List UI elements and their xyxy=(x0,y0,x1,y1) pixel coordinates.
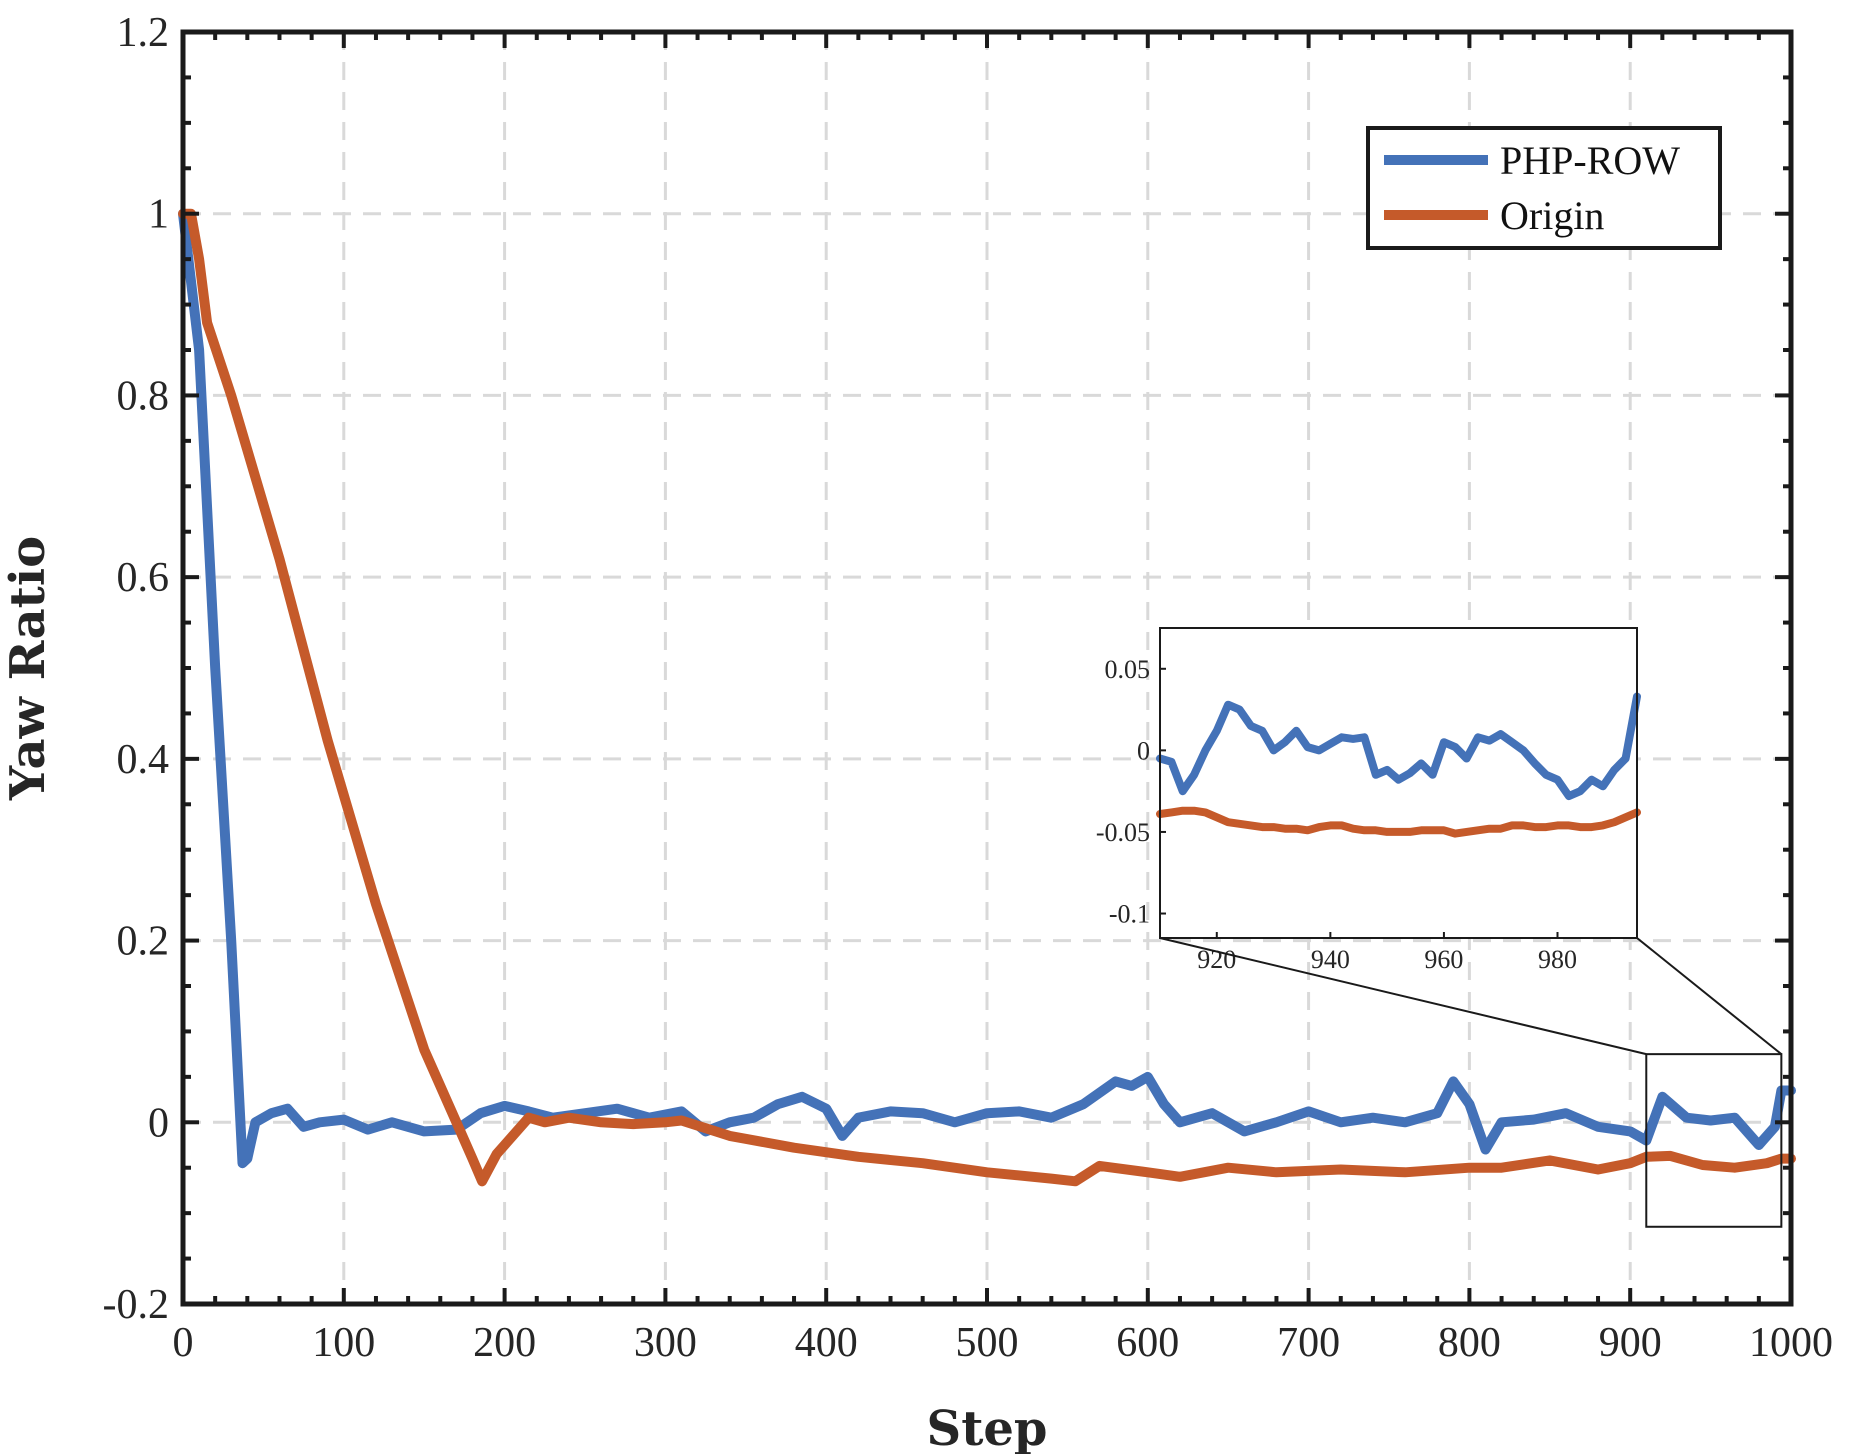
legend-label-php-row: PHP-ROW xyxy=(1500,138,1680,183)
inset-x-tick-label: 980 xyxy=(1538,945,1577,974)
y-tick-label: -0.2 xyxy=(103,1282,170,1328)
inset-tick-marks xyxy=(1160,667,1559,938)
zoom-box-rect xyxy=(1645,1053,1783,1228)
x-tick-label: 600 xyxy=(1116,1320,1179,1366)
x-tick-label: 300 xyxy=(634,1320,697,1366)
y-tick-label: 0.6 xyxy=(117,555,170,601)
x-tick-label: 700 xyxy=(1277,1320,1340,1366)
x-tick-label: 0 xyxy=(173,1320,194,1366)
zoom-connector-lines xyxy=(1159,937,1782,1056)
x-tick-labels: 0 100 200 300 400 500 600 700 800 900 1000 xyxy=(173,1320,1834,1366)
main-tick-marks xyxy=(181,30,1793,1306)
y-tick-labels: -0.2 0 0.2 0.4 0.6 0.8 1 1.2 xyxy=(103,10,170,1328)
zoom-region-box xyxy=(1645,1053,1783,1228)
inset-y-tick-label: 0.05 xyxy=(1105,655,1151,684)
x-tick-label: 200 xyxy=(473,1320,536,1366)
zoom-connector-right xyxy=(1636,937,1782,1055)
inset-x-tick-label: 920 xyxy=(1197,945,1236,974)
x-tick-label: 100 xyxy=(312,1320,375,1366)
x-tick-label: 500 xyxy=(956,1320,1019,1366)
inset-series-line-origin xyxy=(1156,806,1641,838)
y-tick-label: 0 xyxy=(148,1100,169,1146)
inset-series-line-php-row xyxy=(1156,692,1641,801)
inset-y-tick-label: 0 xyxy=(1137,736,1150,765)
x-tick-label: 900 xyxy=(1599,1320,1662,1366)
inset-x-tick-labels: 920 940 960 980 xyxy=(1197,945,1577,974)
inset-plot: 920 940 960 980 0.05 0 -0.05 -0.1 xyxy=(1096,627,1641,974)
legend-box xyxy=(1366,126,1722,250)
series-line-php-row xyxy=(178,208,1796,1169)
y-axis-title: Yaw Ratio xyxy=(0,536,56,801)
inset-y-tick-label: -0.05 xyxy=(1096,818,1150,847)
main-series xyxy=(178,208,1796,1187)
x-tick-label: 400 xyxy=(795,1320,858,1366)
inset-series xyxy=(1156,692,1641,838)
y-tick-label: 1 xyxy=(148,192,169,238)
inset-y-tick-labels: 0.05 0 -0.05 -0.1 xyxy=(1096,655,1150,929)
x-axis-title: Step xyxy=(927,1401,1048,1454)
series-line-origin xyxy=(178,208,1796,1187)
legend-label-origin: Origin xyxy=(1500,193,1604,238)
inset-x-tick-label: 940 xyxy=(1311,945,1350,974)
inset-frame xyxy=(1159,627,1638,939)
y-tick-label: 1.2 xyxy=(117,10,170,56)
zoom-connector-left xyxy=(1159,937,1647,1056)
inset-y-tick-label: -0.1 xyxy=(1109,900,1150,929)
inset-x-tick-label: 960 xyxy=(1424,945,1463,974)
y-tick-label: 0.2 xyxy=(117,919,170,965)
y-tick-label: 0.8 xyxy=(117,373,170,419)
x-tick-label: 1000 xyxy=(1749,1320,1833,1366)
x-tick-label: 800 xyxy=(1438,1320,1501,1366)
legend: PHP-ROW Origin xyxy=(1366,126,1722,250)
y-tick-label: 0.4 xyxy=(117,737,170,783)
